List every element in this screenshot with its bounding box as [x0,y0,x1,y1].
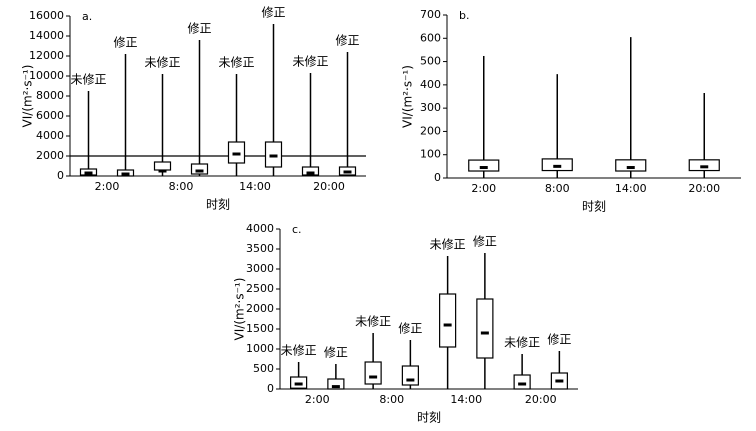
panel-label: b. [459,9,469,22]
box-label: 修正 [335,33,359,48]
box [476,298,494,359]
y-tick-label: 6000 [36,109,64,122]
y-tick-label: 2000 [246,302,274,315]
y-tick-label: 500 [253,362,274,375]
y-tick-label: 300 [420,101,441,114]
x-axis-label: 时刻 [206,198,230,212]
box [688,159,720,172]
box-label: 未修正 [430,237,466,252]
y-tick-label: 200 [420,124,441,137]
y-tick-label: 14000 [29,29,64,42]
x-axis-label: 时刻 [417,411,441,425]
box [513,374,531,390]
box [615,159,647,172]
x-tick-label: 20:00 [688,182,720,195]
box-label: 修正 [398,321,422,336]
x-tick-label: 14:00 [450,393,482,406]
y-tick-label: 100 [420,148,441,161]
box-label: 修正 [324,345,348,360]
x-tick-label: 20:00 [313,180,345,193]
y-axis-label: VI/(m²·s⁻¹) [21,65,35,128]
panel-label: a. [82,10,92,23]
y-tick-label: 10000 [29,69,64,82]
box-label: 未修正 [355,314,391,329]
y-tick-label: 3000 [246,262,274,275]
y-tick-label: 1000 [246,342,274,355]
box [327,378,345,390]
x-tick-label: 8:00 [169,180,194,193]
box-label: 修正 [113,35,137,50]
y-tick-label: 8000 [36,89,64,102]
x-tick-label: 8:00 [545,182,570,195]
box [153,161,172,171]
y-tick-label: 2500 [246,282,274,295]
box [190,163,209,175]
y-tick-label: 400 [420,78,441,91]
y-tick-label: 2000 [36,149,64,162]
box-label: 修正 [261,5,285,20]
box-label: 修正 [547,332,571,347]
y-tick-label: 0 [57,169,64,182]
x-tick-label: 14:00 [239,180,271,193]
y-tick-label: 600 [420,31,441,44]
x-tick-label: 2:00 [95,180,120,193]
x-tick-label: 8:00 [379,393,404,406]
x-axis-label: 时刻 [582,200,606,214]
box [439,293,457,348]
y-tick-label: 16000 [29,9,64,22]
y-tick-label: 4000 [246,222,274,235]
x-tick-label: 20:00 [525,393,557,406]
y-tick-label: 700 [420,8,441,21]
y-tick-label: 3500 [246,242,274,255]
panel-label: c. [292,223,302,236]
y-tick-label: 0 [434,171,441,184]
box-label: 未修正 [281,343,317,358]
box-label: 修正 [473,234,497,249]
y-tick-label: 4000 [36,129,64,142]
y-tick-label: 12000 [29,49,64,62]
box [468,159,500,172]
box-label: 未修正 [504,335,540,350]
y-tick-label: 0 [267,382,274,395]
box-label: 未修正 [70,72,106,87]
y-tick-label: 1500 [246,322,274,335]
y-axis-label: VI/(m²·s⁻¹) [401,65,415,128]
x-tick-label: 2:00 [471,182,496,195]
box-label: 未修正 [144,55,180,70]
x-tick-label: 2:00 [305,393,330,406]
y-tick-label: 500 [420,55,441,68]
box [541,158,573,172]
box [364,361,382,385]
box-label: 未修正 [218,55,254,70]
box-label: 修正 [187,21,211,36]
box [301,166,320,176]
y-axis-label: VI/(m²·s⁻¹) [233,278,247,341]
box [401,365,419,386]
x-tick-label: 14:00 [615,182,647,195]
box-label: 未修正 [292,54,328,69]
